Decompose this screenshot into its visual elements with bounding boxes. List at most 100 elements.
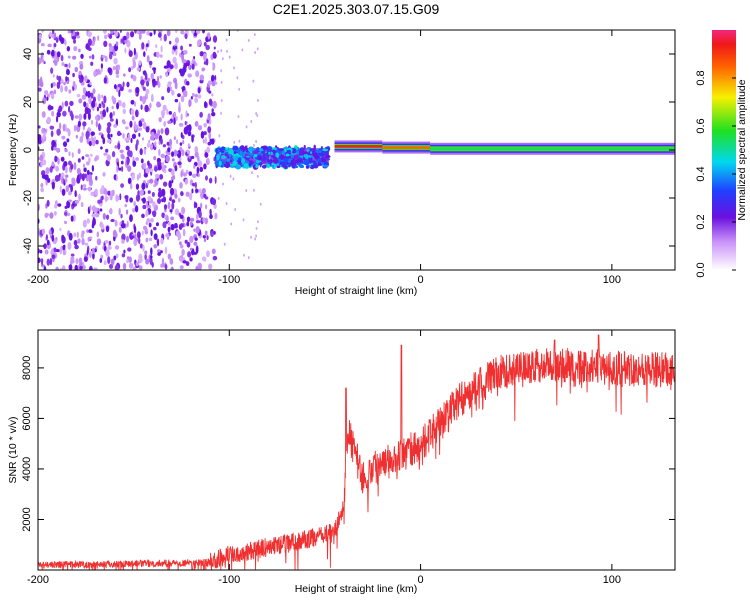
spectrogram-cell <box>198 210 202 219</box>
spectrogram-cell <box>123 249 126 254</box>
spectrogram-cell <box>240 145 245 151</box>
spectrogram-cell <box>104 240 109 244</box>
spectrogram-cell <box>154 166 158 172</box>
spectrogram-cell <box>232 177 235 181</box>
spectrogram-cell <box>87 90 91 98</box>
spectrogram-cell <box>68 105 71 113</box>
spectrogram-cell <box>290 162 295 166</box>
spectrogram-cell <box>141 182 146 190</box>
spectrogram-cell <box>81 131 84 139</box>
spectrogram-cell <box>200 131 205 139</box>
spectrogram-cell <box>98 123 101 131</box>
spectrogram-cell <box>334 145 383 148</box>
spectrogram-cell <box>151 78 156 84</box>
spectrogram-cell <box>171 199 176 204</box>
spectrogram-cell <box>95 115 99 121</box>
spectrogram-cell <box>100 189 104 195</box>
spectrogram-cell <box>138 132 141 137</box>
spectrogram-cell <box>90 191 94 196</box>
spectrogram-cell <box>159 173 164 180</box>
spectrogram-cell <box>241 152 246 158</box>
y-tick-label: 2000 <box>21 507 33 531</box>
spectrogram-cell <box>59 227 62 232</box>
spectrogram-cell <box>112 52 117 57</box>
spectrogram-cell <box>117 142 121 150</box>
spectrogram-cell <box>75 134 78 139</box>
spectrogram-cell <box>232 145 239 151</box>
spectrogram-cell <box>128 256 132 263</box>
spectrogram-cell <box>185 261 190 266</box>
spectrogram-cell <box>82 219 87 228</box>
spectrogram-cell <box>81 230 85 235</box>
spectrogram-cell <box>122 262 127 270</box>
spectrogram-cell <box>211 108 214 113</box>
spectrogram-cell <box>149 32 153 37</box>
spectrogram-cell <box>102 137 106 145</box>
spectrogram-cell <box>65 68 70 76</box>
spectrogram-cell <box>119 30 122 34</box>
spectrogram-cell <box>159 75 163 79</box>
spectrogram-cell <box>61 135 66 140</box>
spectrogram-cell <box>139 30 144 34</box>
spectrogram-cell <box>65 127 70 133</box>
spectrogram-cell <box>188 99 191 108</box>
spectrogram-cell <box>171 49 175 55</box>
spectrogram-cell <box>203 193 207 199</box>
spectrogram-cell <box>67 30 71 34</box>
spectrogram-cell <box>89 251 92 259</box>
spectrogram-cell <box>129 120 133 128</box>
spectrogram-cell <box>39 249 43 254</box>
spectrogram-cell <box>96 106 99 112</box>
spectrogram-cell <box>43 265 47 270</box>
spectrogram-cell <box>103 40 108 47</box>
spectrogram-cell <box>61 101 64 110</box>
y-tick-label: -40 <box>22 238 34 254</box>
spectrogram-cell <box>46 96 49 101</box>
spectrogram-cell <box>142 204 147 210</box>
spectrogram-cell <box>112 65 117 71</box>
spectrogram-cell <box>40 160 43 168</box>
spectrogram-cell <box>81 237 85 246</box>
spectrogram-cell <box>194 120 199 127</box>
spectrogram-cell <box>131 115 135 121</box>
spectrogram-cell <box>141 213 145 219</box>
spectrogram-cell <box>38 33 42 40</box>
spectrogram-cell <box>73 124 77 132</box>
spectrogram-cell <box>213 231 216 235</box>
spectrogram-cell <box>61 176 64 185</box>
spectrogram-cell <box>99 208 103 212</box>
x-tick-label: -200 <box>27 274 49 286</box>
spectrogram-cell <box>56 51 61 58</box>
spectrogram-cell <box>228 55 231 59</box>
spectrogram-cell <box>262 156 266 162</box>
spectrogram-cell <box>189 221 193 226</box>
spectrogram-cell <box>74 66 79 73</box>
spectrogram-cell <box>72 214 76 222</box>
snr-frame <box>37 329 676 571</box>
spectrogram-cell <box>82 87 87 95</box>
spectrogram-cell <box>220 155 227 160</box>
colorbar-gradient <box>712 30 736 270</box>
spectrogram-cell <box>182 228 186 237</box>
spectrogram-cell <box>130 65 134 70</box>
spectrogram-cell <box>64 166 68 174</box>
spectrogram-cell <box>46 49 51 55</box>
spectrogram-cell <box>51 49 55 57</box>
spectrogram-cell <box>211 248 216 255</box>
spectrogram-cell <box>115 41 119 47</box>
spectrogram-cell <box>82 184 87 188</box>
spectrogram-cell <box>203 238 207 243</box>
spectrogram-cell <box>167 226 171 233</box>
spectrogram-cell <box>210 74 215 83</box>
spectrogram-cell <box>74 115 79 119</box>
spectrogram-cell <box>144 253 147 261</box>
spectrogram-cell <box>312 150 316 153</box>
spectrogram-cell <box>216 154 220 160</box>
spectrogram-cell <box>113 123 118 128</box>
spectrogram-cell <box>94 213 100 218</box>
spectrogram-cell <box>53 43 57 48</box>
spectrogram-cell <box>180 113 183 121</box>
spectrogram-cell <box>226 49 228 53</box>
spectrogram-cell <box>180 68 186 76</box>
spectrogram-cell <box>195 70 200 78</box>
